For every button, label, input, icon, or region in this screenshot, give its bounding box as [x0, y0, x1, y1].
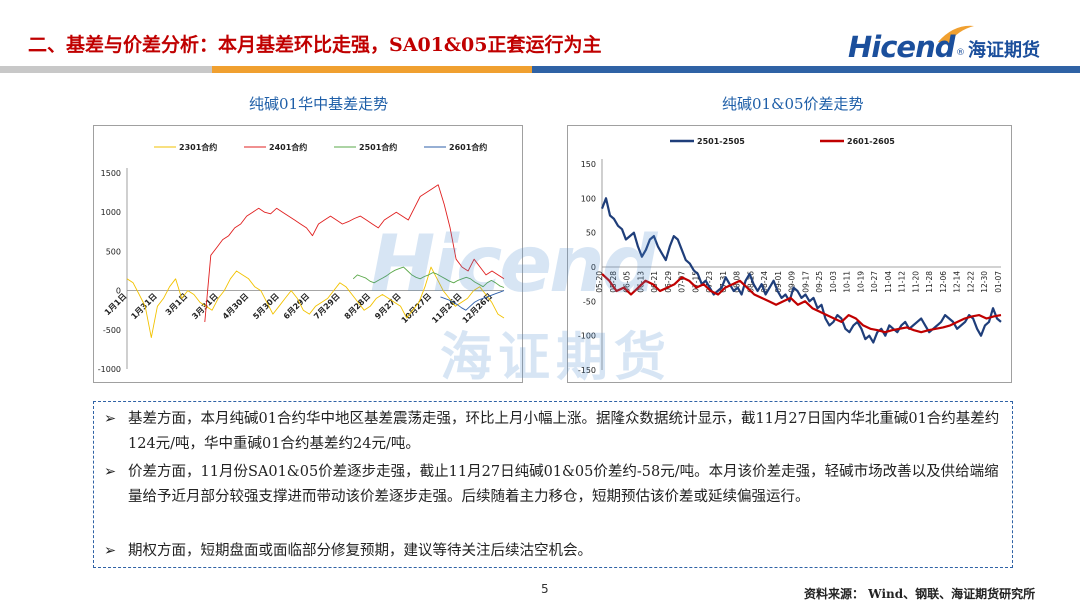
header-stripe-gray [0, 66, 212, 73]
x-tick-label: 07-07 [678, 271, 687, 293]
data-source: 资料来源： Wind、钢联、海证期货研究所 [804, 587, 1036, 601]
x-tick-label: 11-12 [898, 271, 907, 293]
chart2-svg: -150 -100 -50 0 50 100 150 05-20 05-28 06-05 06-13… [578, 137, 1003, 375]
arrow-bullet-icon: ➢ [104, 543, 117, 559]
x-tick-label: 01-07 [994, 271, 1003, 293]
x-tick-label: 09-09 [788, 271, 797, 293]
chart2-title: 纯碱01&05价差走势 [722, 95, 864, 113]
x-tick-label: 05-28 [609, 271, 618, 293]
y-tick-label: -50 [583, 297, 596, 306]
y-tick-label: -150 [578, 366, 596, 375]
analysis-notes: ➢ 基差方面，本月纯碱01合约华中地区基差震荡走强，环比上月小幅上涨。据隆众数据… [93, 401, 1013, 568]
legend-label: 2401合约 [269, 142, 307, 152]
logo-text: Hicend [848, 30, 955, 64]
x-tick-label: 5月30日 [251, 292, 280, 321]
series-line-2601-2605 [601, 273, 1002, 334]
note-text: 期权方面，短期盘面或面临部分修复预期，建议等待关注后续沽空机会。 [128, 543, 592, 559]
logo-swoosh-icon [938, 25, 974, 44]
note-text: 基差方面，本月纯碱01合约华中地区基差震荡走强，环比上月小幅上涨。据隆众数据统计… [128, 411, 1000, 452]
y-tick-label: 150 [581, 160, 596, 169]
logo-chinese: 海证期货 [968, 40, 1040, 61]
arrow-bullet-icon: ➢ [104, 411, 117, 427]
y-tick-label: 0 [116, 287, 121, 296]
page-number: 5 [541, 582, 549, 596]
x-tick-label: 06-29 [664, 271, 673, 293]
note-text: 价差方面，11月份SA01&05价差逐步走强，截止11月27日纯碱01&05价差… [128, 464, 999, 505]
x-tick-label: 06-05 [623, 271, 632, 293]
arrow-bullet-icon: ➢ [104, 464, 117, 480]
x-tick-label: 8月28日 [343, 292, 372, 321]
y-tick-label: 0 [591, 263, 596, 272]
legend-label: 2601-2605 [847, 137, 895, 146]
x-tick-label: 07-23 [705, 271, 714, 293]
legend-label: 2601合约 [449, 142, 487, 152]
x-tick-label: 10-27 [870, 271, 879, 293]
y-tick-label: 1500 [101, 169, 121, 178]
x-tick-label: 07-15 [691, 271, 700, 293]
page-title: 二、基差与价差分析：本月基差环比走强，SA01&05正套运行为主 [28, 34, 602, 56]
logo-registered: ® [956, 48, 965, 58]
y-tick-label: 100 [581, 194, 596, 203]
x-tick-label: 6月29日 [282, 292, 311, 321]
y-tick-label: 50 [586, 229, 596, 238]
chart2-box: -150 -100 -50 0 50 100 150 05-20 05-28 06-05 06-13… [567, 125, 1012, 383]
x-tick-label: 12-22 [966, 271, 975, 293]
x-tick-label: 09-25 [815, 271, 824, 293]
x-tick-label: 1月31日 [129, 292, 158, 321]
x-tick-label: 11-20 [911, 271, 920, 293]
x-tick-label: 06-21 [650, 271, 659, 293]
x-tick-label: 08-16 [746, 271, 755, 293]
x-tick-label: 4月30日 [221, 292, 250, 321]
x-tick-label: 06-13 [636, 271, 645, 293]
x-tick-label: 10-11 [843, 271, 852, 293]
x-tick-label: 10-19 [856, 271, 865, 293]
x-tick-label: 11-28 [925, 271, 934, 293]
x-tick-label: 3月1日 [164, 292, 190, 318]
series-line-2401合约 [204, 184, 505, 323]
y-tick-label: 1000 [101, 208, 121, 217]
legend-label: 2501合约 [359, 142, 397, 152]
chart1-title: 纯碱01华中基差走势 [249, 95, 389, 113]
x-tick-label: 7月29日 [312, 292, 341, 321]
series-line-2601合约 [440, 290, 505, 311]
x-tick-label: 08-24 [760, 271, 769, 293]
x-tick-label: 10月27日 [400, 292, 433, 325]
series-line-2501合约 [352, 266, 505, 288]
chart1-box: -1000 -500 0 500 1000 1500 1月1日 1月31日 3月1日 3月31日 4… [93, 125, 523, 383]
x-tick-label: 09-01 [774, 271, 783, 293]
header-stripe-blue [532, 66, 1080, 73]
series-line-2501-2505 [600, 197, 1002, 344]
x-tick-label: 11-04 [884, 271, 893, 293]
series-line-2301合约 [126, 266, 505, 339]
y-tick-label: 500 [106, 247, 121, 256]
legend-label: 2501-2505 [697, 137, 745, 146]
y-tick-label: -100 [578, 332, 596, 341]
y-tick-label: -1000 [98, 365, 121, 374]
hicend-logo: Hicend ® 海证期货 [848, 25, 1058, 68]
x-tick-label: 11月26日 [430, 292, 463, 325]
x-tick-label: 12-30 [980, 271, 989, 293]
legend-label: 2301合约 [179, 142, 217, 152]
x-tick-label: 12-06 [939, 271, 948, 293]
x-tick-label: 05-20 [595, 271, 604, 293]
x-tick-label: 09-17 [801, 271, 810, 293]
x-tick-label: 10-03 [829, 271, 838, 293]
x-tick-label: 12-14 [953, 271, 962, 293]
x-tick-label: 9月27日 [373, 292, 402, 321]
y-tick-label: -500 [103, 326, 121, 335]
x-tick-label: 12月26日 [461, 292, 494, 325]
header-stripe-orange [212, 66, 532, 73]
